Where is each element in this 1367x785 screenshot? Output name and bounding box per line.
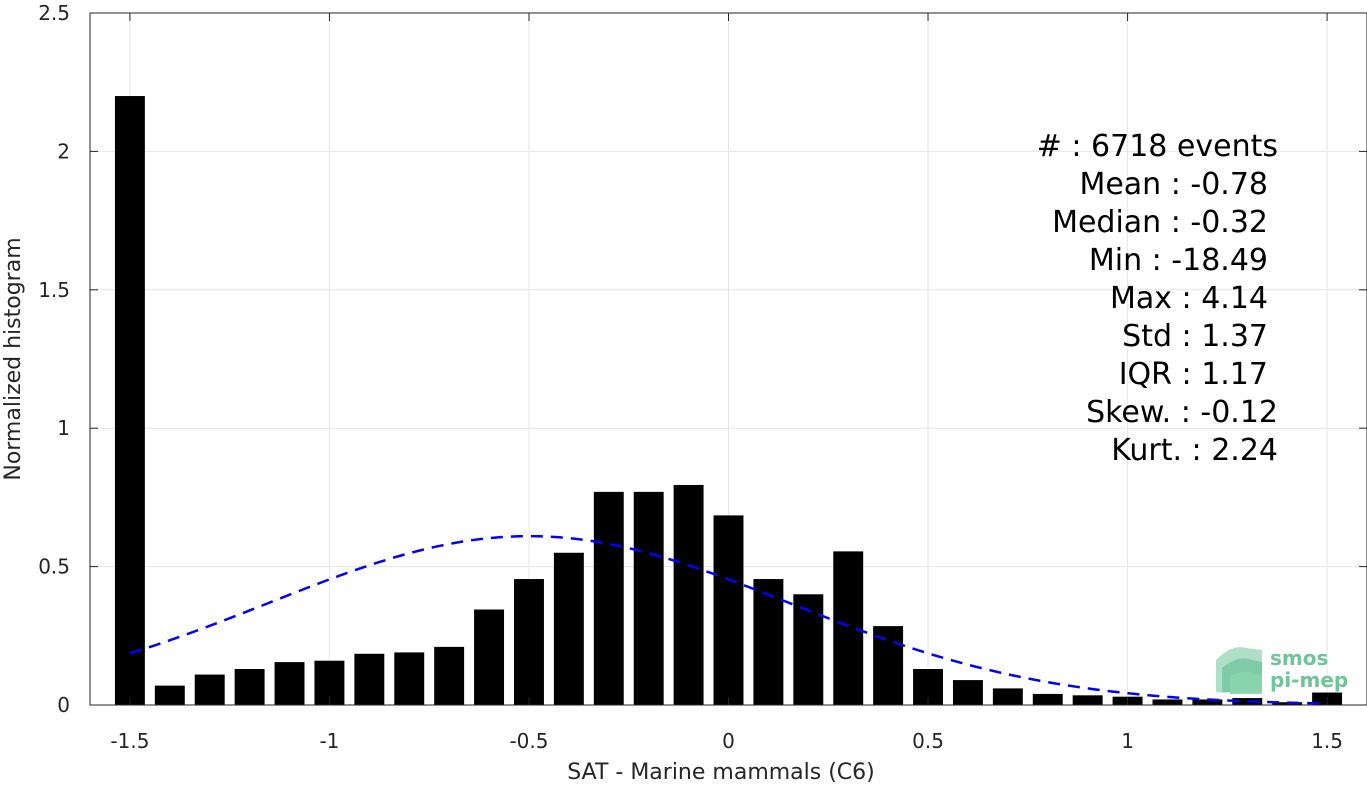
stat-iqr: IQR : 1.17 [1119, 357, 1268, 392]
histogram-bar [514, 579, 544, 705]
stat-min: Min : -18.49 [1089, 243, 1268, 278]
histogram-bar [1192, 699, 1223, 705]
axis-ticks [90, 12, 1367, 706]
stat-skew: Skew. : -0.12 [1086, 395, 1278, 430]
histogram-bar [833, 551, 864, 705]
histogram-bar [593, 491, 624, 705]
y-tick-label: 1 [57, 416, 70, 440]
y-tick-labels: 0 0.5 1 1.5 2 2.5 [38, 1, 70, 717]
histogram-bars [114, 96, 1343, 706]
histogram-bar [114, 96, 145, 706]
x-tick-label: -0.5 [509, 729, 548, 753]
x-tick-label: 0.5 [912, 729, 944, 753]
histogram-bar [793, 594, 824, 705]
x-tick-label: 1 [1121, 729, 1134, 753]
histogram-bar [1072, 695, 1103, 705]
histogram-bar [633, 491, 664, 705]
histogram-bar [354, 653, 385, 705]
histogram-bar [234, 669, 265, 705]
stat-count: # : 6718 events [1037, 129, 1278, 164]
stat-max: Max : 4.14 [1110, 281, 1268, 316]
y-tick-label: 0.5 [38, 555, 70, 579]
y-tick-label: 1.5 [38, 278, 70, 302]
stat-std: Std : 1.37 [1122, 319, 1268, 354]
x-axis-label: SAT - Marine mammals (C6) [567, 760, 875, 785]
x-tick-label: -1 [319, 729, 339, 753]
logo-text-line2: pi-mep [1270, 668, 1348, 692]
statistics-box: # : 6718 events Mean : -0.78 Median : -0… [1037, 129, 1278, 468]
histogram-bar [952, 680, 983, 705]
histogram-bar [1032, 693, 1063, 705]
x-tick-labels: -1.5 -1 -0.5 0 0.5 1 1.5 [110, 729, 1343, 753]
y-tick-label: 2.5 [38, 1, 70, 25]
x-tick-label: 0 [722, 729, 735, 753]
y-axis-label: Normalized histogram [1, 237, 26, 480]
stat-mean: Mean : -0.78 [1079, 167, 1268, 202]
x-tick-label: -1.5 [110, 729, 149, 753]
histogram-bar [713, 515, 744, 705]
histogram-bar [753, 579, 784, 705]
smos-pimep-logo: smos pi-mep [1216, 646, 1348, 694]
histogram-bar [673, 484, 704, 705]
histogram-bar [1152, 699, 1183, 705]
logo-text-line1: smos [1270, 646, 1328, 670]
logo-wave-icon [1216, 647, 1262, 694]
y-tick-label: 0 [57, 693, 70, 717]
histogram-bar [873, 626, 904, 705]
histogram-bar [194, 674, 225, 705]
gaussian-fit-curve [129, 534, 1328, 705]
histogram-bar [992, 688, 1023, 705]
histogram-bar [274, 662, 305, 705]
histogram-bar [154, 685, 185, 705]
histogram-bar [474, 609, 505, 705]
histogram-bar [434, 646, 465, 705]
stat-kurt: Kurt. : 2.24 [1111, 433, 1278, 468]
histogram-bar [394, 652, 425, 705]
x-tick-label: 1.5 [1311, 729, 1343, 753]
y-tick-label: 2 [57, 139, 70, 163]
stat-median: Median : -0.32 [1052, 205, 1268, 240]
histogram-bar [553, 552, 584, 705]
